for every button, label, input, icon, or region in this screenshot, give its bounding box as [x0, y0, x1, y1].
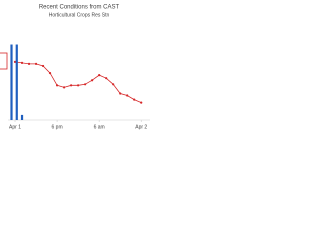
line — [14, 61, 142, 104]
point — [70, 84, 73, 87]
point — [20, 61, 24, 64]
point — [105, 77, 108, 80]
point — [41, 64, 45, 68]
point — [77, 84, 80, 87]
x-tick-label: 6 pm — [52, 124, 63, 130]
bar — [15, 44, 18, 120]
chart-subtitle: Horticultural Crops Res Stn — [49, 12, 110, 18]
legend-box — [0, 52, 8, 70]
point — [55, 84, 59, 87]
point — [84, 83, 87, 86]
point — [13, 60, 17, 63]
bar — [10, 44, 13, 120]
point — [27, 62, 31, 65]
point — [62, 86, 66, 89]
point — [98, 74, 101, 77]
chart-title: Recent Conditions from CAST — [39, 5, 120, 11]
x-tick-label: Apr 1 — [9, 124, 21, 130]
point — [91, 79, 94, 82]
point — [119, 92, 122, 95]
point — [133, 98, 136, 101]
point — [140, 101, 143, 104]
bar — [20, 114, 24, 120]
x-tick-label: 6 am — [94, 124, 105, 130]
point — [112, 83, 115, 86]
point — [48, 71, 52, 75]
x-tick-label: Apr 2 — [135, 124, 147, 130]
point — [34, 62, 38, 65]
chart: Recent Conditions from CAST Horticultura… — [0, 5, 150, 130]
point — [126, 94, 129, 97]
